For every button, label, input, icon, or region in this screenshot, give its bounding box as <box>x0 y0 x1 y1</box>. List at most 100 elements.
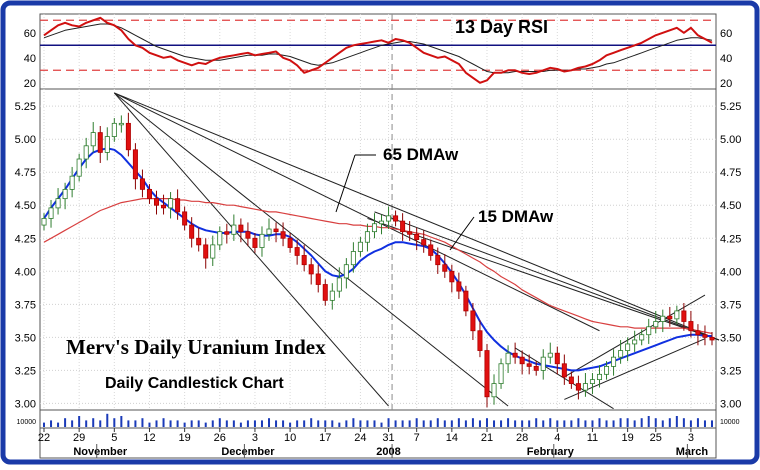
ma15-annotation: 15 DMAw <box>478 207 554 226</box>
volume-bar <box>359 420 362 427</box>
volume-bar <box>514 420 517 427</box>
volume-bar <box>246 420 249 427</box>
candle-body <box>709 336 715 341</box>
volume-bar <box>183 422 186 427</box>
rsi-tick-label-right: 40 <box>720 53 732 65</box>
candle-body <box>350 251 356 266</box>
candle-body <box>175 198 181 213</box>
candle-body <box>575 383 581 391</box>
candle-body <box>153 198 160 206</box>
price-tick-label-right: 3.00 <box>720 398 741 410</box>
volume-bar <box>282 420 285 427</box>
volume-bar <box>317 420 320 427</box>
volume-bar <box>577 418 580 427</box>
volume-bar <box>689 420 692 427</box>
candle-body <box>322 284 328 301</box>
price-tick-label-right: 3.50 <box>720 332 741 344</box>
ma15-line <box>43 147 712 372</box>
volume-bar <box>542 420 545 427</box>
candle-body <box>414 233 420 240</box>
volume-bar <box>64 418 67 427</box>
volume-bar <box>401 420 404 427</box>
volume-bar <box>436 418 439 427</box>
volume-bar <box>78 416 81 427</box>
volume-bar <box>211 420 214 427</box>
volume-bar <box>71 420 74 427</box>
candle-body <box>442 264 448 272</box>
volume-bar <box>99 420 102 427</box>
volume-bar <box>612 420 615 427</box>
price-tick-label-left: 4.50 <box>15 200 36 212</box>
candle-body <box>505 352 511 365</box>
candle-body <box>287 237 293 248</box>
volume-bar <box>43 422 45 427</box>
volume-bar <box>352 418 355 427</box>
candle-body <box>182 211 188 226</box>
volume-bar <box>507 418 510 427</box>
price-tick-label-left: 4.25 <box>15 233 36 245</box>
day-tick-label: 28 <box>516 432 528 444</box>
volume-bar <box>563 420 566 427</box>
volume-bar <box>239 422 242 427</box>
candle-body <box>273 228 279 233</box>
price-tick-label-left: 3.00 <box>15 398 36 410</box>
candle-body <box>407 231 413 235</box>
candle-body <box>118 122 124 126</box>
month-label: March <box>676 446 709 458</box>
volume-bar <box>471 418 474 427</box>
volume-bar <box>457 418 460 427</box>
candle-body <box>379 220 385 225</box>
ma65-annotation: 65 DMAw <box>383 145 459 164</box>
candle-body <box>526 363 532 367</box>
volume-bar <box>668 418 671 427</box>
candle-body <box>69 175 75 190</box>
volume-bar <box>443 420 446 427</box>
volume-bar <box>303 420 306 427</box>
candle-body <box>189 224 195 239</box>
volume-bar <box>591 420 594 427</box>
candle-body <box>639 334 645 341</box>
volume-bar <box>169 420 172 427</box>
price-tick-label-left: 5.00 <box>15 134 36 146</box>
volume-bar <box>218 418 221 427</box>
volume-bar <box>647 416 650 427</box>
day-tick-label: 19 <box>179 432 191 444</box>
candle-body <box>139 178 145 190</box>
date-axis <box>39 427 717 459</box>
candle-body <box>667 315 673 320</box>
candle-body <box>611 356 617 367</box>
candle-body <box>83 145 89 160</box>
day-tick-label: 12 <box>143 432 155 444</box>
volume-bar <box>640 418 643 427</box>
candle-body <box>146 188 152 200</box>
volume-bar <box>485 418 488 427</box>
volume-bar <box>626 418 629 427</box>
candle-body <box>308 264 314 275</box>
chart-title: Merv's Daily Uranium Index <box>66 335 326 359</box>
candle-body <box>625 343 631 351</box>
candle-body <box>589 379 595 384</box>
candle-body <box>554 352 560 365</box>
volume-bar <box>310 418 313 427</box>
volume-bar <box>373 420 376 427</box>
day-tick-label: 26 <box>214 432 226 444</box>
candle-body <box>568 376 574 384</box>
price-tick-label-left: 4.75 <box>15 167 36 179</box>
candle-body <box>125 122 131 151</box>
volume-bar <box>176 420 179 427</box>
candle-body <box>596 373 603 381</box>
ma15-annotation-pointer <box>449 216 475 251</box>
volume-bar <box>331 420 334 427</box>
day-tick-label: 3 <box>688 432 694 444</box>
volume-bar <box>120 416 123 427</box>
volume-bar <box>535 418 538 427</box>
candle-body <box>97 132 103 153</box>
volume-bar <box>225 420 228 427</box>
candle-body <box>329 290 335 301</box>
volume-bar <box>268 418 271 427</box>
volume-bar <box>190 420 193 427</box>
candle-body <box>618 350 624 358</box>
candle-body <box>336 277 342 292</box>
